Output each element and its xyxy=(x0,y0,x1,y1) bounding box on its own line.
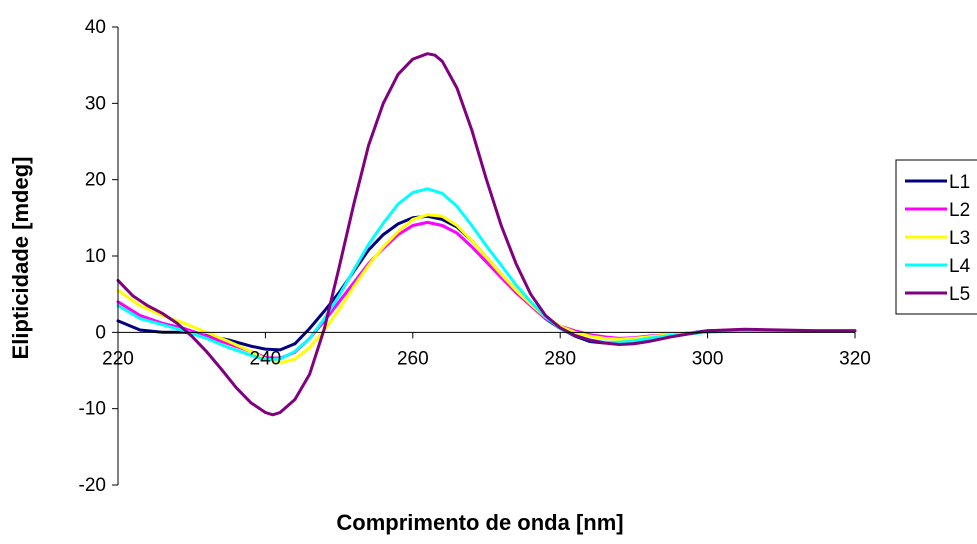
y-tick-label: -10 xyxy=(79,399,106,420)
legend-label-l5: L5 xyxy=(949,284,970,305)
y-tick-label: 0 xyxy=(95,322,106,343)
plot-area xyxy=(116,52,857,417)
legend-label-l3: L3 xyxy=(949,228,970,249)
legend: L1 L2 L3 L4 L5 xyxy=(895,159,977,315)
y-tick-label: -20 xyxy=(79,475,106,496)
x-tick-label: 320 xyxy=(839,348,871,369)
legend-label-l1: L1 xyxy=(949,172,970,193)
legend-label-l2: L2 xyxy=(949,200,970,221)
series-line-l3 xyxy=(116,213,857,365)
x-tick-label: 260 xyxy=(397,348,429,369)
x-tick-label: 220 xyxy=(102,348,134,369)
y-axis-title: Elipticidade [mdeg] xyxy=(8,157,33,360)
x-axis-title: Comprimento de onda [nm] xyxy=(336,510,623,535)
x-tick-label: 280 xyxy=(544,348,576,369)
y-tick-label: 40 xyxy=(85,17,106,38)
y-tick-label: 20 xyxy=(85,170,106,191)
y-tick-label: 10 xyxy=(85,246,106,267)
legend-label-l4: L4 xyxy=(949,256,971,277)
series-line-l5 xyxy=(116,52,857,417)
y-tick-label: 30 xyxy=(85,93,106,114)
series-line-l2 xyxy=(116,220,857,360)
x-tick-label: 240 xyxy=(250,348,282,369)
axes: -20 -10 0 10 20 30 40 220 240 260 280 300 320 xyxy=(79,17,871,496)
series-line-l4 xyxy=(116,187,857,362)
x-tick-label: 300 xyxy=(692,348,724,369)
